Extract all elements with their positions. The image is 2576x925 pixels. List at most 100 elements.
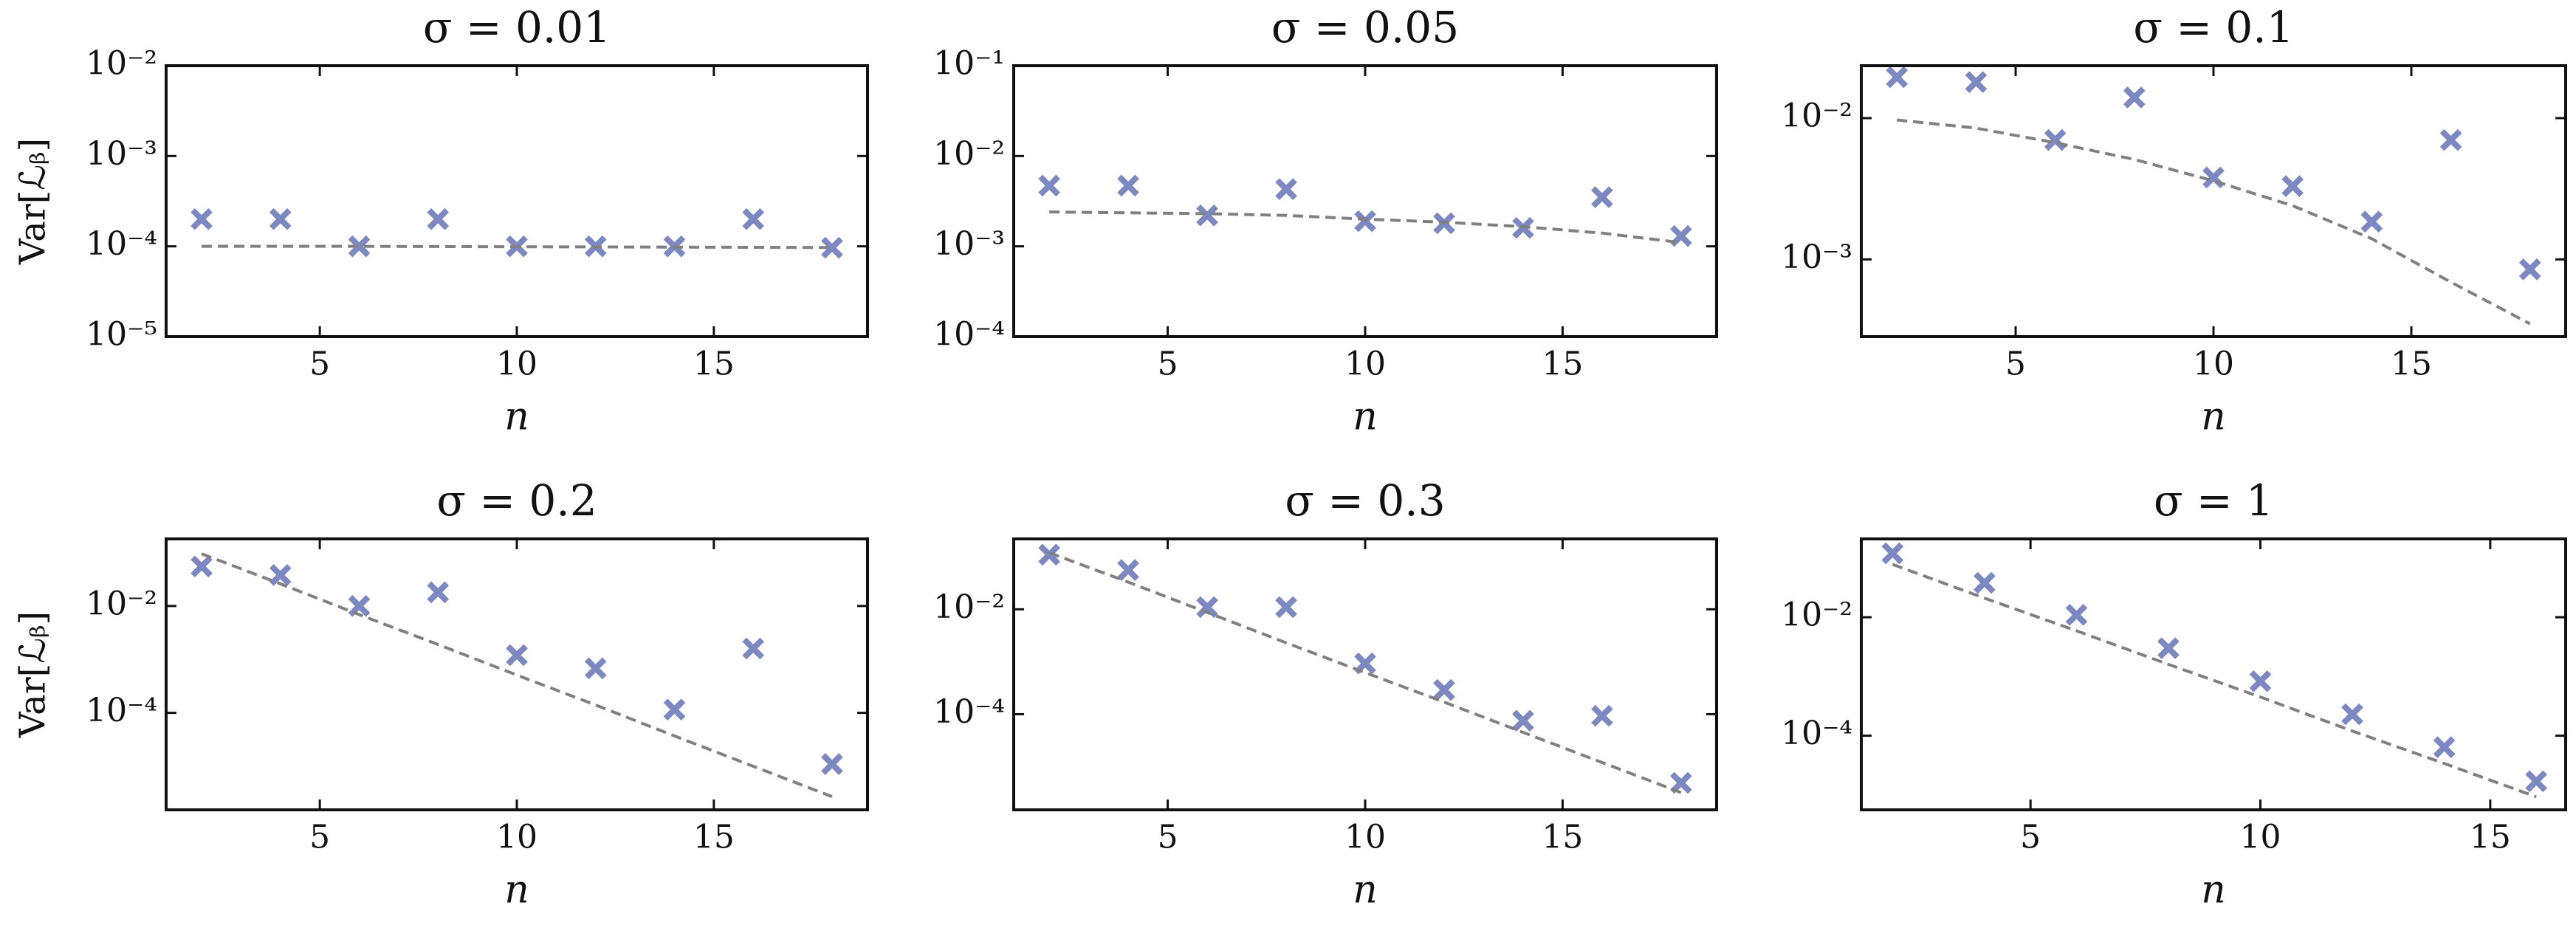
marker [584, 657, 607, 680]
y-tick-label: 10⁻² [933, 588, 1005, 626]
y-tick-label: 10⁻² [86, 585, 157, 622]
subplot-title: σ = 0.1 [2133, 2, 2293, 52]
marker [2439, 128, 2462, 151]
y-tick-label: 10⁻⁴ [86, 692, 157, 729]
marker [1117, 559, 1139, 582]
fit-line [201, 552, 833, 799]
marker [506, 644, 528, 667]
subplot: σ = 0.05 5 10 15 10⁻⁴ 10⁻³ 10⁻² 10⁻¹ n [933, 2, 1718, 439]
y-axis-label: Var[ℒᵦ] [13, 138, 54, 265]
y-tick-label: 10⁻² [1781, 596, 1852, 634]
marker [663, 698, 686, 721]
marker [2249, 670, 2272, 692]
y-tick-label: 10⁻⁴ [933, 693, 1005, 731]
marker [269, 208, 292, 230]
subplot: σ = 0.1 5 10 15 10⁻³ 10⁻² n [1781, 2, 2567, 439]
marker [269, 564, 292, 586]
marker [427, 581, 450, 604]
marker [1275, 596, 1297, 619]
x-tick-label: 5 [309, 819, 330, 856]
subplot: σ = 0.01 5 10 15 10⁻⁵ 10⁻⁴ 10⁻³ 10⁻² n Var[ℒᵦ] [13, 2, 869, 439]
marker [1354, 210, 1376, 233]
marker [2360, 210, 2383, 233]
marker [821, 753, 843, 775]
x-tick-label: 5 [2005, 345, 2026, 383]
x-axis-label: n [504, 868, 529, 912]
marker [190, 555, 213, 578]
marker [2123, 86, 2146, 109]
axes-frame [165, 64, 869, 338]
x-tick-label: 15 [1542, 345, 1583, 383]
marker [2157, 637, 2180, 659]
axes-frame [1012, 537, 1718, 811]
marker [1591, 186, 1613, 208]
y-tick-label: 10⁻³ [86, 135, 157, 173]
x-tick-label: 15 [693, 819, 735, 856]
x-tick-label: 15 [1542, 819, 1583, 856]
marker [1886, 66, 1909, 89]
y-tick-label: 10⁻⁵ [86, 316, 157, 354]
marker [1974, 571, 1996, 594]
x-axis-label: n [2201, 395, 2226, 439]
x-tick-label: 5 [1158, 819, 1178, 856]
y-tick-label: 10⁻³ [933, 225, 1005, 263]
marker [821, 236, 843, 259]
subplot: σ = 1 5 10 15 10⁻⁴ 10⁻² n [1781, 475, 2567, 912]
axes-frame [1860, 64, 2567, 338]
marker [1591, 704, 1613, 727]
fit-line [1048, 551, 1682, 794]
marker [190, 208, 213, 230]
x-axis-label: n [1353, 395, 1378, 439]
marker [1965, 71, 1988, 93]
marker [1275, 178, 1297, 201]
axes-frame [1860, 537, 2567, 811]
marker [2518, 258, 2541, 281]
x-tick-label: 15 [2391, 345, 2432, 383]
marker [742, 637, 765, 660]
x-axis-label: n [2201, 868, 2226, 912]
x-tick-label: 15 [693, 345, 735, 383]
marker [1881, 542, 1904, 565]
subplot-title: σ = 0.01 [423, 2, 611, 52]
marker [2281, 175, 2304, 197]
marker [2065, 603, 2088, 626]
fit-line [1897, 118, 2531, 326]
axes-frame [1012, 64, 1718, 338]
y-axis-label: Var[ℒᵦ] [13, 611, 54, 738]
axes-frame [165, 537, 869, 811]
y-tick-label: 10⁻² [933, 135, 1005, 173]
subplot: σ = 0.3 5 10 15 10⁻⁴ 10⁻² n [933, 475, 1718, 912]
marker [1038, 174, 1060, 197]
x-tick-label: 10 [496, 345, 537, 383]
y-tick-label: 10⁻² [86, 45, 157, 83]
y-tick-label: 10⁻² [1781, 97, 1852, 135]
marker [1433, 678, 1455, 701]
marker [2433, 736, 2456, 758]
x-tick-label: 5 [2020, 819, 2041, 856]
subplot: σ = 0.2 5 10 15 10⁻⁴ 10⁻² n Var[ℒᵦ] [13, 475, 869, 912]
marker [348, 235, 371, 258]
marker [427, 208, 450, 230]
subplot-title: σ = 0.3 [1285, 475, 1445, 526]
subplot-title: σ = 0.05 [1271, 2, 1459, 52]
fit-line [202, 244, 832, 250]
subplot-title: σ = 1 [2154, 475, 2273, 526]
marker [1117, 174, 1139, 197]
y-tick-label: 10⁻¹ [933, 45, 1005, 83]
x-tick-label: 10 [1344, 819, 1386, 856]
marker [2525, 770, 2547, 793]
y-tick-label: 10⁻⁴ [86, 225, 157, 263]
x-axis-label: n [504, 395, 529, 439]
subplot-title: σ = 0.2 [436, 475, 597, 526]
fit-line [1892, 563, 2537, 799]
marker [2341, 703, 2363, 726]
y-tick-label: 10⁻⁴ [1781, 715, 1852, 752]
x-tick-label: 10 [496, 819, 537, 856]
x-axis-label: n [1353, 868, 1378, 912]
x-tick-label: 5 [1158, 345, 1178, 383]
x-tick-label: 10 [2193, 345, 2234, 383]
marker [348, 595, 371, 617]
x-tick-label: 5 [309, 345, 330, 383]
marker [1196, 204, 1218, 227]
